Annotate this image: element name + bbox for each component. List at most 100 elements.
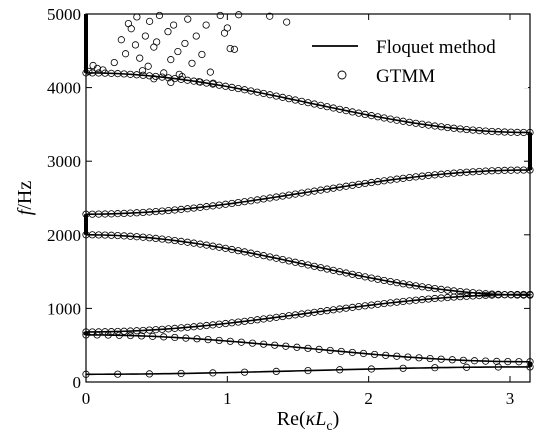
gtmm-point: [235, 11, 243, 19]
x-tick-label: 3: [506, 389, 515, 408]
gtmm-point: [282, 342, 290, 350]
gtmm-point: [240, 368, 249, 376]
gtmm-point: [382, 351, 390, 359]
gtmm-point: [359, 349, 368, 358]
gtmm-point: [304, 366, 312, 375]
gtmm-point: [336, 366, 344, 374]
gtmm-point: [215, 336, 223, 345]
gtmm-point: [226, 337, 234, 345]
gtmm-point: [174, 47, 182, 56]
gtmm-point: [226, 44, 234, 53]
gtmm-point: [146, 17, 154, 25]
gtmm-point: [293, 343, 301, 351]
gtmm-point: [155, 11, 164, 20]
legend-label-gtmm: GTMM: [376, 66, 435, 87]
gtmm-point: [470, 357, 479, 365]
y-tick-label: 0: [73, 373, 82, 392]
gtmm-point: [459, 356, 467, 364]
gtmm-point: [230, 45, 238, 53]
gtmm-point: [192, 32, 200, 40]
gtmm-point: [137, 332, 146, 340]
gtmm-point: [304, 344, 312, 352]
gtmm-point: [431, 364, 439, 372]
gtmm-point: [170, 21, 178, 29]
band-line-6: [85, 72, 531, 134]
gtmm-point: [404, 353, 412, 361]
legend-circle-swatch: [337, 70, 347, 80]
gtmm-point: [315, 345, 323, 353]
y-tick-label: 4000: [47, 79, 81, 98]
gtmm-point: [99, 66, 107, 74]
gtmm-point: [188, 59, 196, 67]
gtmm-point: [272, 367, 280, 376]
gtmm-point: [136, 54, 144, 62]
legend: Floquet method GTMM: [302, 28, 528, 88]
gtmm-point: [182, 334, 190, 342]
gtmm-point: [504, 357, 512, 366]
gtmm-point: [283, 18, 291, 26]
gtmm-point: [144, 62, 152, 70]
gtmm-point: [493, 357, 501, 365]
gtmm-point: [177, 369, 185, 378]
gtmm-point: [141, 32, 149, 40]
gtmm-point: [266, 12, 274, 20]
gtmm-point: [117, 36, 125, 44]
gtmm-point: [171, 333, 179, 342]
gtmm-point: [481, 357, 490, 365]
gtmm-point: [248, 339, 257, 347]
gtmm-point: [370, 350, 379, 359]
y-tick-label: 5000: [47, 5, 81, 24]
x-axis-label: Re(κLc): [277, 408, 340, 434]
gtmm-point: [515, 358, 523, 366]
gtmm-point: [164, 28, 172, 36]
gtmm-point: [204, 335, 212, 344]
gtmm-point: [209, 79, 217, 87]
legend-label-floquet: Floquet method: [376, 37, 496, 58]
gtmm-point: [237, 338, 245, 346]
x-tick-label: 0: [82, 389, 91, 408]
gtmm-point: [198, 50, 206, 59]
y-tick-label: 2000: [47, 226, 81, 245]
gtmm-point: [184, 15, 192, 23]
y-tick-label: 3000: [47, 152, 81, 171]
plot-frame: [85, 13, 531, 383]
gtmm-point: [145, 370, 154, 378]
gtmm-point: [399, 364, 407, 372]
gtmm-point: [126, 331, 134, 340]
gtmm-point: [326, 346, 334, 355]
gtmm-point: [367, 365, 376, 373]
gtmm-point: [337, 347, 345, 356]
gtmm-point: [127, 25, 135, 33]
gtmm-point: [167, 78, 175, 87]
gtmm-point: [206, 68, 214, 76]
gtmm-point: [223, 24, 231, 32]
gtmm-point: [110, 58, 118, 67]
y-tick-label: 1000: [47, 299, 81, 318]
gtmm-point: [348, 348, 356, 357]
gtmm-point: [138, 67, 147, 75]
band-line-2: [85, 334, 531, 363]
gtmm-point: [115, 331, 123, 339]
gtmm-point: [93, 64, 101, 73]
y-axis-label: f/Hz: [14, 181, 36, 216]
gtmm-point: [193, 335, 201, 343]
gtmm-point: [209, 369, 217, 377]
gtmm-point: [426, 354, 434, 363]
gtmm-point: [121, 50, 130, 58]
band-line-5: [85, 169, 531, 215]
gtmm-point: [167, 56, 175, 64]
gtmm-point: [153, 38, 161, 46]
gtmm-point: [202, 21, 210, 29]
x-tick-label: 1: [223, 389, 232, 408]
gtmm-point: [415, 354, 423, 362]
gtmm-point: [195, 78, 203, 86]
band-line-1: [86, 366, 530, 376]
band-line-4: [85, 234, 531, 296]
gtmm-point: [160, 333, 168, 341]
gtmm-point: [175, 70, 183, 78]
gtmm-point: [462, 363, 471, 371]
gtmm-point: [133, 13, 141, 21]
gtmm-point: [271, 341, 279, 349]
gtmm-point: [437, 355, 445, 363]
